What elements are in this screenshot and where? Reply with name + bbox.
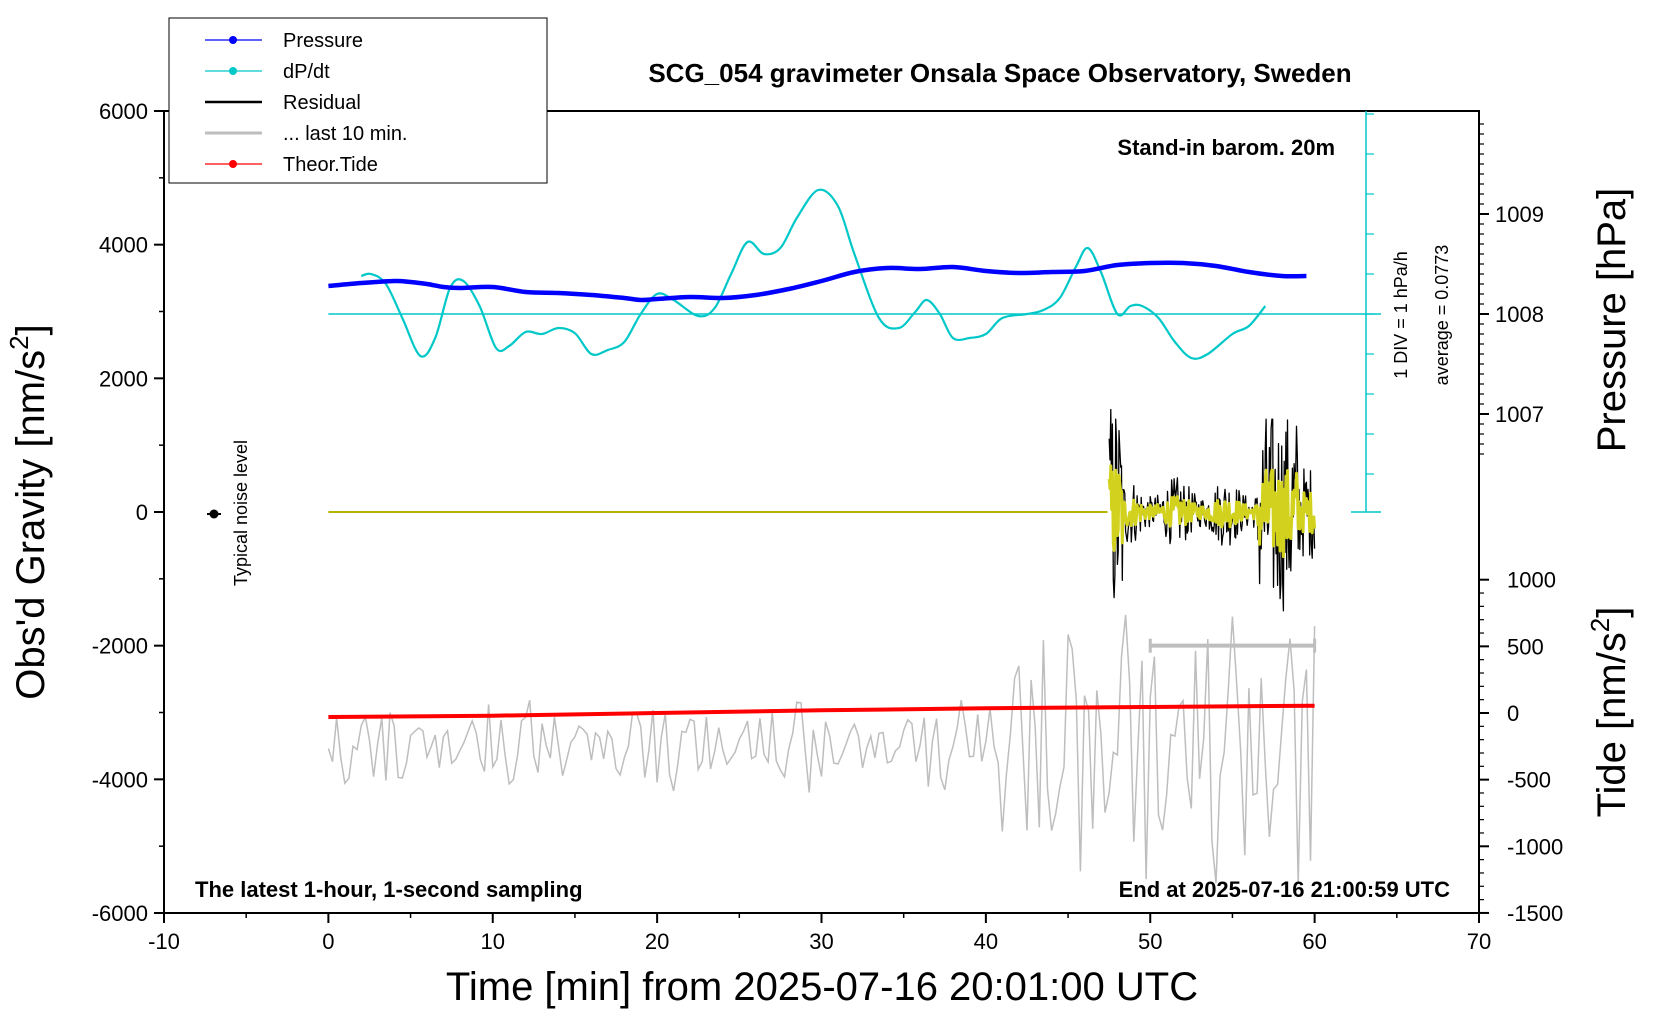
y-tick-label: 0 bbox=[136, 500, 148, 525]
y-tick-label: -4000 bbox=[92, 767, 148, 792]
x-tick-label: 20 bbox=[645, 929, 669, 954]
pressure-tick-label: 1008 bbox=[1495, 302, 1544, 327]
tide-tick-label: -1500 bbox=[1507, 901, 1563, 926]
pressure-line bbox=[328, 260, 1307, 303]
end-time-note: End at 2025-07-16 21:00:59 UTC bbox=[1119, 877, 1450, 902]
pressure-axis-label: Pressure [hPa] bbox=[1590, 188, 1634, 453]
legend-item: Pressure bbox=[205, 30, 363, 52]
latest-note: The latest 1-hour, 1-second sampling bbox=[195, 877, 583, 902]
pressure-tick-label: 1007 bbox=[1495, 402, 1544, 427]
y-tick-label: -6000 bbox=[92, 901, 148, 926]
dpdt-line bbox=[360, 188, 1267, 360]
x-tick-label: 50 bbox=[1138, 929, 1162, 954]
left-axis-label-end: ] bbox=[9, 324, 53, 335]
left-axis-label: Obs'd Gravity [nm/s2] bbox=[4, 324, 53, 700]
residual-smoothed-line bbox=[1107, 464, 1317, 558]
dpdt-average-note: average = 0.0773 bbox=[1432, 245, 1452, 386]
tide-axis-label: Tide [nm/s2] bbox=[1585, 607, 1634, 818]
legend-marker bbox=[229, 160, 237, 168]
x-tick-label: 60 bbox=[1302, 929, 1326, 954]
chart-title: SCG_054 gravimeter Onsala Space Observat… bbox=[648, 58, 1351, 88]
y-tick-label: 2000 bbox=[99, 366, 148, 391]
tide-line bbox=[328, 703, 1315, 719]
legend-label: Pressure bbox=[283, 30, 363, 52]
grid-lines bbox=[328, 111, 1381, 513]
noise-level-note: Typical noise level bbox=[231, 440, 251, 586]
tide-tick-label: 1000 bbox=[1507, 568, 1556, 593]
legend-item: Theor.Tide bbox=[205, 154, 378, 176]
x-tick-label: 70 bbox=[1467, 929, 1491, 954]
pressure-tick-label: 1009 bbox=[1495, 202, 1544, 227]
legend-label: Residual bbox=[283, 92, 361, 114]
y-tick-label: -2000 bbox=[92, 634, 148, 659]
legend-label: Theor.Tide bbox=[283, 154, 378, 176]
tide-axis-label-end: ] bbox=[1590, 607, 1634, 618]
residual-burst-line bbox=[1108, 408, 1316, 612]
residual-series bbox=[328, 408, 1317, 612]
left-axis-label-sup: 2 bbox=[4, 335, 34, 349]
x-tick-label: 30 bbox=[809, 929, 833, 954]
legend-box bbox=[168, 17, 548, 184]
legend-label: ... last 10 min. bbox=[283, 123, 408, 145]
legend-marker bbox=[229, 67, 237, 75]
tide-series bbox=[328, 703, 1315, 719]
y-tick-label: 4000 bbox=[99, 233, 148, 258]
legend-marker bbox=[229, 36, 237, 44]
left-axis-label-main: Obs'd Gravity [nm/s bbox=[9, 350, 53, 700]
legend-label: dP/dt bbox=[283, 61, 330, 83]
tide-tick-label: 0 bbox=[1507, 701, 1519, 726]
tide-axis-label-sup: 2 bbox=[1585, 618, 1615, 632]
tide-tick-label: 500 bbox=[1507, 634, 1544, 659]
legend-item: Residual bbox=[205, 92, 361, 114]
x-tick-label: 40 bbox=[974, 929, 998, 954]
stand-in-note: Stand-in barom. 20m bbox=[1117, 135, 1335, 160]
legend-item: ... last 10 min. bbox=[205, 123, 408, 145]
y-tick-label: 6000 bbox=[99, 99, 148, 124]
tide-tick-label: -1000 bbox=[1507, 834, 1563, 859]
x-tick-label: -10 bbox=[148, 929, 180, 954]
x-axis-label: Time [min] from 2025-07-16 20:01:00 UTC bbox=[446, 965, 1198, 1009]
dpdt-div-note: 1 DIV = 1 hPa/h bbox=[1391, 251, 1411, 379]
tide-tick-label: -500 bbox=[1507, 768, 1551, 793]
dpdt-series bbox=[360, 188, 1267, 360]
pressure-series bbox=[328, 260, 1307, 303]
noise-level-marker bbox=[207, 509, 221, 519]
last-10-min-trace bbox=[327, 614, 1316, 884]
legend-item: dP/dt bbox=[205, 61, 330, 83]
x-tick-label: 10 bbox=[481, 929, 505, 954]
tide-axis-label-main: Tide [nm/s bbox=[1590, 632, 1634, 817]
legend: Pressure dP/dt Residual ... last 10 min. The… bbox=[168, 17, 548, 184]
last-10-min-series bbox=[327, 614, 1317, 884]
x-tick-label: 0 bbox=[322, 929, 334, 954]
axes: -10 0 10 20 30 40 50 60 70 -6000 -4000 -2000 0 2000 40… bbox=[92, 99, 1564, 954]
